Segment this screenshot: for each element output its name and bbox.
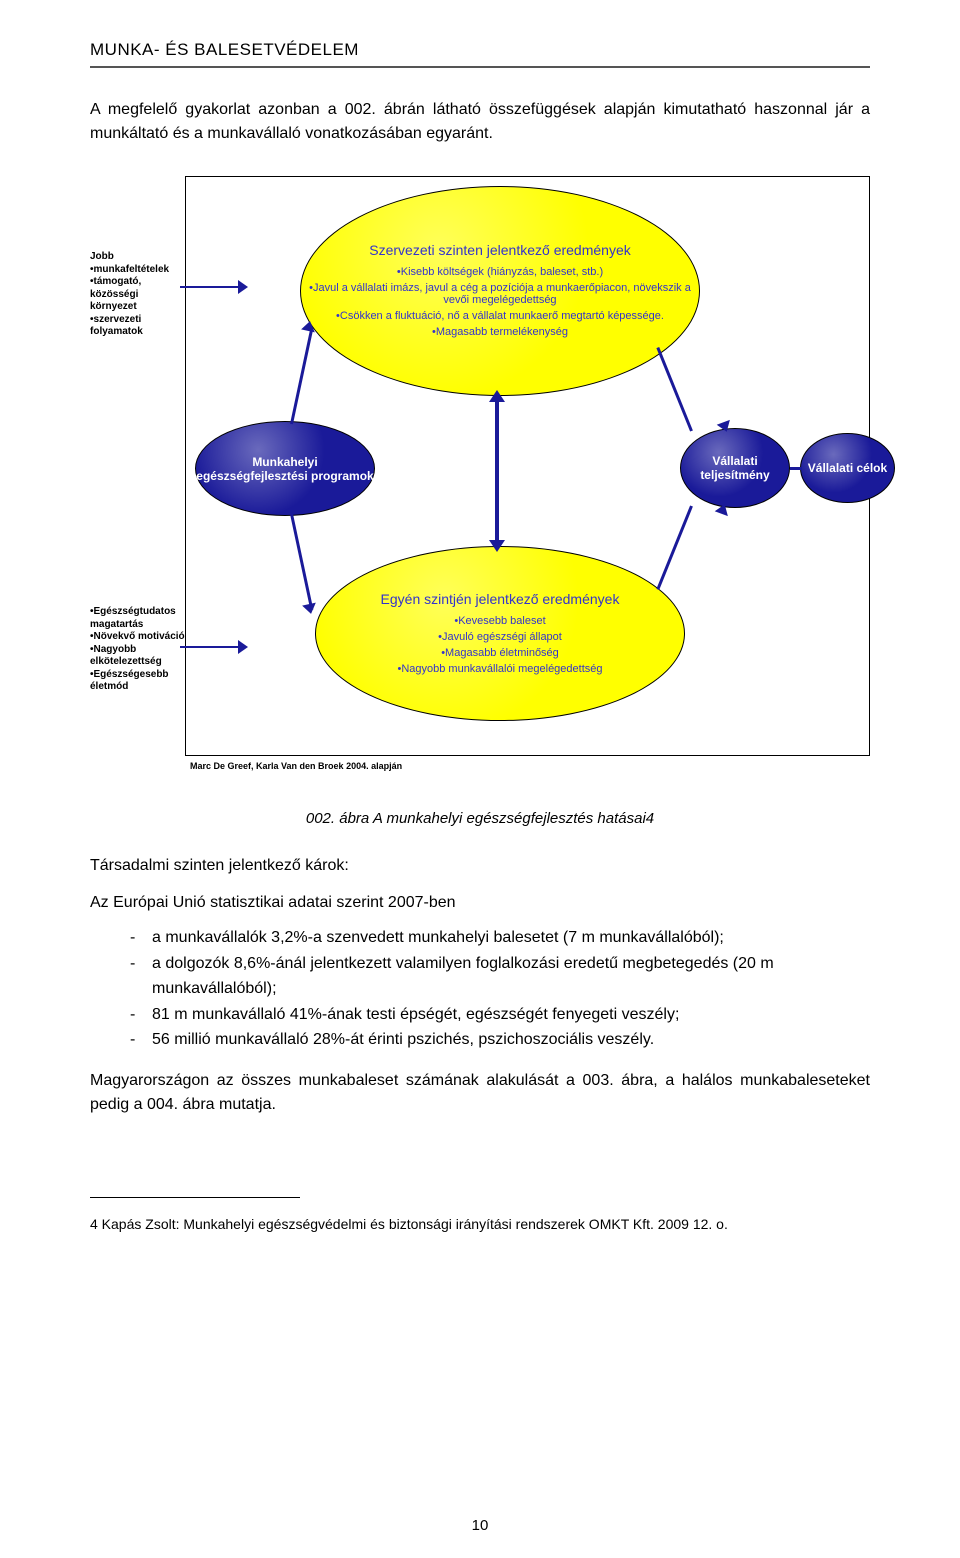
double-arrow-vertical — [495, 398, 499, 544]
page-number: 10 — [0, 1517, 960, 1534]
side-list-top: Jobb •munkafeltételek •támogató, közössé… — [90, 251, 185, 339]
side-list-item: •Egészségesebb életmód — [90, 669, 185, 694]
list-item: a munkavállalók 3,2%-a szenvedett munkah… — [130, 925, 870, 951]
ellipse-item: •Kevesebb baleset — [454, 615, 545, 627]
ellipse-item: •Javul a vállalati imázs, javul a cég a … — [309, 282, 691, 306]
diagram-source: Marc De Greef, Karla Van den Broek 2004.… — [190, 761, 402, 771]
list-item: 56 millió munkavállaló 28%-át érinti psz… — [130, 1027, 870, 1053]
arrowhead-icon — [238, 280, 248, 294]
ellipse-goals: Vállalati célok — [800, 433, 895, 503]
arrowhead-icon — [489, 390, 505, 402]
ellipse-individual-results: Egyén szintjén jelentkező eredmények •Ke… — [315, 546, 685, 721]
page-header: MUNKA- ÉS BALESETVÉDELEM — [90, 40, 870, 68]
ellipse-performance: Vállalati teljesítmény — [680, 428, 790, 508]
footnote: 4 Kapás Zsolt: Munkahelyi egészségvédelm… — [90, 1214, 870, 1235]
figure-caption: 002. ábra A munkahelyi egészségfejleszté… — [90, 810, 870, 827]
list-item: 81 m munkavállaló 41%-ának testi épségét… — [130, 1002, 870, 1028]
ellipse-label: Munkahelyi egészségfejlesztési programok — [196, 455, 374, 483]
ellipse-item: •Kisebb költségek (hiányzás, baleset, st… — [397, 266, 603, 278]
intro-paragraph: A megfelelő gyakorlat azonban a 002. ábr… — [90, 98, 870, 146]
arrow — [180, 646, 240, 648]
list-item: a dolgozók 8,6%-ánál jelentkezett valami… — [130, 951, 870, 1002]
arrow — [180, 286, 240, 288]
side-list-item: •Növekvő motiváció — [90, 631, 185, 644]
ellipse-title: Egyén szintjén jelentkező eredmények — [381, 591, 620, 607]
diagram: Jobb •munkafeltételek •támogató, közössé… — [90, 176, 870, 786]
side-list-bottom: •Egészségtudatos magatartás •Növekvő mot… — [90, 606, 185, 694]
ellipse-label: Vállalati teljesítmény — [681, 454, 789, 482]
side-list-top-title: Jobb — [90, 251, 185, 264]
ellipse-org-results: Szervezeti szinten jelentkező eredmények… — [300, 186, 700, 396]
arrow — [790, 467, 802, 470]
ellipse-programs: Munkahelyi egészségfejlesztési programok — [195, 421, 375, 516]
ellipse-item: •Magasabb életminőség — [441, 647, 559, 659]
arrowhead-icon — [238, 640, 248, 654]
ellipse-title: Szervezeti szinten jelentkező eredmények — [369, 242, 630, 258]
side-list-item: •Egészségtudatos magatartás — [90, 606, 185, 631]
section-heading: Társadalmi szinten jelentkező károk: — [90, 857, 870, 875]
side-list-item: •szervezeti folyamatok — [90, 314, 185, 339]
ellipse-item: •Magasabb termelékenység — [432, 326, 568, 338]
stats-list: a munkavállalók 3,2%-a szenvedett munkah… — [130, 925, 870, 1053]
ellipse-label: Vállalati célok — [808, 461, 887, 475]
side-list-item: •támogató, közösségi környezet — [90, 276, 185, 314]
side-list-item: •munkafeltételek — [90, 264, 185, 277]
side-list-item: •Nagyobb elkötelezettség — [90, 644, 185, 669]
ellipse-item: •Csökken a fluktuáció, nő a vállalat mun… — [336, 310, 664, 322]
footnote-rule — [90, 1197, 300, 1198]
arrowhead-icon — [489, 540, 505, 552]
ellipse-item: •Nagyobb munkavállalói megelégedettség — [397, 663, 602, 675]
ellipse-item: •Javuló egészségi állapot — [438, 631, 562, 643]
closing-paragraph: Magyarországon az összes munkabaleset sz… — [90, 1069, 870, 1117]
stats-intro: Az Európai Unió statisztikai adatai szer… — [90, 891, 870, 915]
